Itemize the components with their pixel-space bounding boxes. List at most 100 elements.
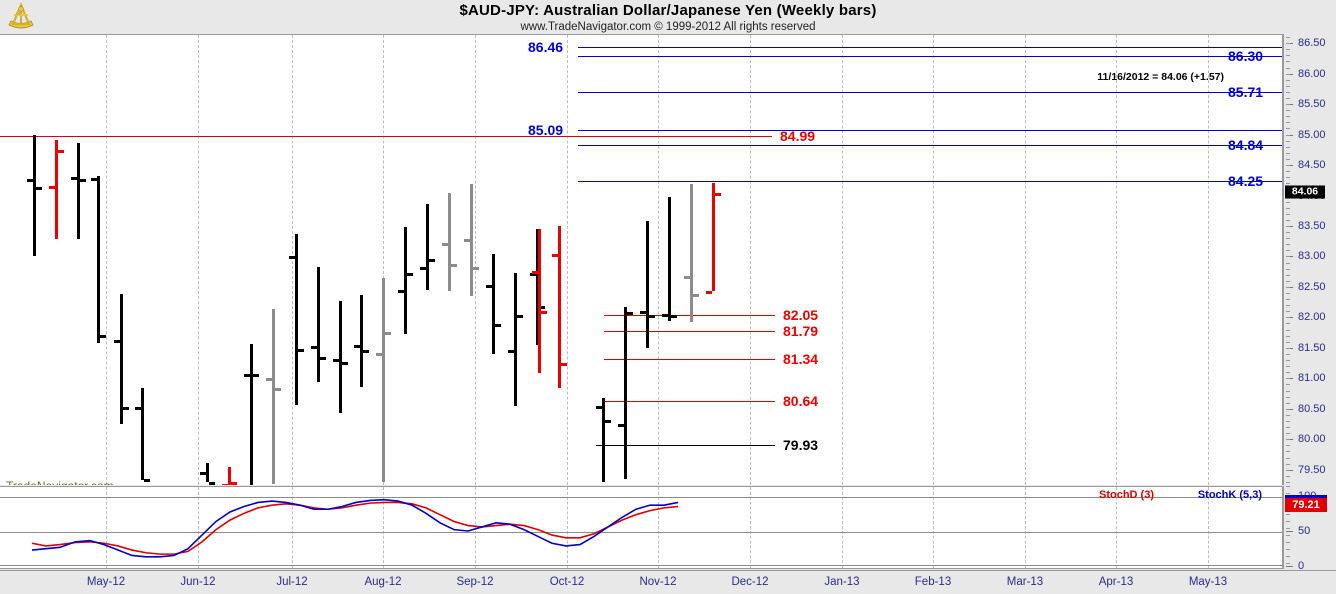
price-level-line[interactable] bbox=[578, 92, 1282, 94]
price-axis-minor-tick bbox=[1286, 262, 1290, 264]
quote-info-label: 11/16/2012 = 84.06 (+1.57) bbox=[1097, 71, 1224, 83]
ohlc-range bbox=[141, 387, 144, 480]
gridline-vertical bbox=[842, 35, 843, 485]
date-axis-label: May-12 bbox=[86, 576, 126, 588]
ohlc-close-tick bbox=[517, 314, 523, 318]
gridline-vertical bbox=[198, 35, 199, 485]
stochd-legend-label: StochD (3) bbox=[1099, 489, 1154, 501]
date-axis-label: Jun-12 bbox=[180, 576, 216, 588]
gridline-vertical bbox=[1116, 487, 1117, 568]
price-axis-minor-tick bbox=[1286, 67, 1290, 69]
ohlc-open-tick bbox=[114, 339, 120, 343]
price-axis-minor-tick bbox=[1286, 140, 1290, 142]
price-axis-minor-tick bbox=[1286, 116, 1290, 118]
price-axis-minor-tick bbox=[1286, 177, 1290, 179]
price-axis-minor-tick bbox=[1286, 317, 1290, 319]
price-axis-minor-tick bbox=[1286, 201, 1290, 203]
price-axis-minor-tick bbox=[1286, 372, 1290, 374]
price-level-line[interactable] bbox=[578, 145, 1282, 147]
ohlc-open-tick bbox=[135, 406, 141, 410]
price-axis-minor-tick bbox=[1286, 408, 1290, 410]
price-level-label: 81.34 bbox=[783, 350, 819, 367]
price-level-line[interactable] bbox=[578, 46, 1282, 48]
ohlc-range bbox=[690, 184, 693, 323]
price-axis-minor-tick bbox=[1286, 286, 1290, 288]
price-axis-label: 86.00 bbox=[1298, 67, 1326, 80]
sextant-logo-icon bbox=[8, 2, 34, 29]
price-axis-scale[interactable]: 86.5086.0085.5085.0084.5084.0083.5083.00… bbox=[1283, 34, 1336, 485]
price-axis-minor-tick bbox=[1286, 55, 1290, 57]
gridline-vertical bbox=[292, 35, 293, 485]
ohlc-open-tick bbox=[420, 266, 426, 270]
stochastic-axis-minor-tick bbox=[1286, 514, 1290, 515]
price-axis-minor-tick bbox=[1286, 110, 1290, 112]
price-level-line[interactable] bbox=[604, 401, 775, 403]
price-axis-minor-tick bbox=[1286, 311, 1290, 313]
price-level-line[interactable] bbox=[578, 56, 1282, 58]
price-level-line[interactable] bbox=[596, 444, 775, 446]
ohlc-close-tick bbox=[253, 374, 259, 378]
ohlc-range bbox=[339, 301, 342, 413]
price-axis-minor-tick bbox=[1286, 451, 1290, 453]
ohlc-range bbox=[250, 343, 253, 485]
date-axis-label: Apr-13 bbox=[1098, 576, 1134, 588]
price-level-line[interactable] bbox=[604, 315, 775, 317]
ohlc-close-tick bbox=[715, 192, 721, 196]
ohlc-close-tick bbox=[320, 357, 326, 361]
ohlc-open-tick bbox=[662, 314, 668, 318]
price-axis-minor-tick bbox=[1286, 73, 1290, 75]
price-axis-minor-tick bbox=[1286, 225, 1290, 227]
date-axis-scale[interactable]: May-12 Jun-12 Jul-12 Aug-12 Sep-12 Oct-12 Nov-… bbox=[0, 570, 1336, 594]
price-level-line[interactable] bbox=[0, 136, 772, 138]
price-axis-label: 85.50 bbox=[1298, 98, 1326, 111]
price-level-line[interactable] bbox=[604, 331, 775, 333]
ohlc-range bbox=[97, 176, 100, 343]
price-axis-minor-tick bbox=[1286, 232, 1290, 234]
price-level-label: 85.09 bbox=[528, 122, 564, 139]
page-title: $AUD-JPY: Australian Dollar/Japanese Yen… bbox=[459, 2, 877, 19]
ohlc-open-tick bbox=[49, 185, 55, 189]
gridline-vertical bbox=[567, 35, 568, 485]
ohlc-close-tick bbox=[342, 362, 348, 366]
last-price-badge: 84.06 bbox=[1285, 185, 1325, 199]
ohlc-range bbox=[646, 220, 649, 348]
price-axis-label: 82.00 bbox=[1298, 311, 1326, 324]
price-level-line[interactable] bbox=[604, 358, 775, 360]
ohlc-range bbox=[712, 183, 715, 291]
ohlc-close-tick bbox=[451, 263, 457, 267]
price-axis-minor-tick bbox=[1286, 91, 1290, 93]
price-axis-minor-tick bbox=[1286, 463, 1290, 465]
stochastic-axis-label: 50 bbox=[1298, 525, 1311, 537]
ohlc-range bbox=[382, 277, 385, 483]
price-level-line[interactable] bbox=[578, 130, 1282, 132]
copyright-subtitle: www.TradeNavigator.com © 1999-2012 All r… bbox=[520, 21, 816, 33]
price-level-line[interactable] bbox=[578, 181, 1282, 183]
ohlc-range bbox=[470, 184, 473, 297]
price-axis-minor-tick bbox=[1286, 457, 1290, 459]
stochastic-line bbox=[31, 498, 679, 558]
price-chart-panel[interactable]: 86.46 86.30 85.71 85.09 84.99 84.84 84.25 82.05… bbox=[0, 34, 1283, 485]
gridline-vertical bbox=[933, 35, 934, 485]
ohlc-range bbox=[602, 397, 605, 482]
ohlc-close-tick bbox=[693, 294, 699, 298]
price-axis-minor-tick bbox=[1286, 469, 1290, 471]
ohlc-close-tick bbox=[209, 481, 215, 485]
price-axis-minor-tick bbox=[1286, 213, 1290, 215]
price-axis-minor-tick bbox=[1286, 481, 1290, 483]
price-axis-minor-tick bbox=[1286, 256, 1290, 258]
ohlc-close-tick bbox=[473, 267, 479, 271]
price-axis-minor-tick bbox=[1286, 49, 1290, 51]
price-axis-minor-tick bbox=[1286, 207, 1290, 209]
ohlc-close-tick bbox=[385, 331, 391, 335]
ohlc-open-tick bbox=[640, 311, 646, 315]
price-level-label: 81.79 bbox=[783, 323, 819, 340]
ohlc-close-tick bbox=[561, 363, 567, 367]
gridline-vertical bbox=[1208, 487, 1209, 568]
ohlc-range bbox=[120, 294, 123, 425]
stochastic-panel[interactable]: StochD (3) StochK (5,3) bbox=[0, 486, 1283, 569]
ohlc-range bbox=[360, 294, 363, 388]
ohlc-range bbox=[33, 134, 36, 256]
price-axis-label: 81.00 bbox=[1298, 372, 1326, 385]
ohlc-range bbox=[426, 203, 429, 291]
gridline-horizontal bbox=[0, 497, 1282, 498]
